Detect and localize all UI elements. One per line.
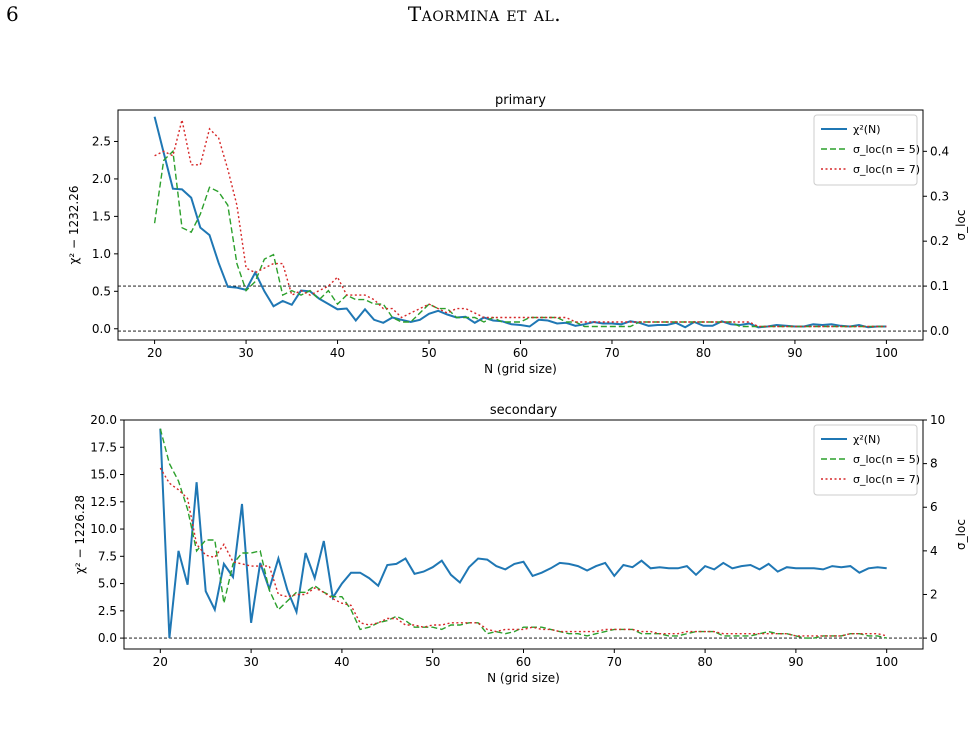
series-line-2 xyxy=(159,467,887,637)
x-tick-label: 20 xyxy=(153,655,168,669)
x-tick-label: 30 xyxy=(243,655,258,669)
y-tick-label: 17.5 xyxy=(90,440,117,454)
y2-tick-label: 0.2 xyxy=(930,234,949,248)
legend-label: σ_loc(n = 7) xyxy=(853,163,920,176)
y-tick-label: 1.0 xyxy=(92,247,111,261)
caption-stub xyxy=(0,724,969,735)
legend-label: σ_loc(n = 7) xyxy=(853,473,920,486)
primary-chart: 20 30 40 50 60 70 80 90 100 0.0 0.5 1.0 1.5 2.0 2.5 0.0… xyxy=(67,93,968,376)
x-tick-label: 90 xyxy=(787,346,802,360)
series-line-2 xyxy=(154,119,887,328)
series-line-0 xyxy=(159,428,887,639)
x-tick-label: 100 xyxy=(875,346,898,360)
plot-frame xyxy=(117,109,924,341)
y2-tick-label: 0.3 xyxy=(930,189,949,203)
legend-label: σ_loc(n = 5) xyxy=(853,453,920,466)
x-tick-label: 70 xyxy=(604,346,619,360)
legend-label: σ_loc(n = 5) xyxy=(853,143,920,156)
x-tick-label: 60 xyxy=(513,346,528,360)
y2-tick-label: 0.4 xyxy=(930,144,949,158)
y-tick-label: 2.5 xyxy=(98,604,117,618)
series-line-0 xyxy=(153,116,887,329)
y-tick-label: 2.0 xyxy=(92,172,111,186)
page-header: 6 Taormina et al. xyxy=(0,0,969,40)
y2-tick-label: 0 xyxy=(930,631,938,645)
legend-box xyxy=(813,424,918,496)
legend-box xyxy=(813,114,918,186)
x-tick-label: 50 xyxy=(421,346,436,360)
x-tick-label: 40 xyxy=(330,346,345,360)
series-line-1 xyxy=(153,149,887,328)
y2-tick-label: 0.0 xyxy=(930,324,949,338)
y-tick-label: 12.5 xyxy=(90,495,117,509)
x-tick-label: 20 xyxy=(147,346,162,360)
y-tick-label: 5.0 xyxy=(98,577,117,591)
x-tick-label: 100 xyxy=(875,655,898,669)
x-tick-label: 90 xyxy=(788,655,803,669)
legend-label: χ²(N) xyxy=(853,123,881,136)
legend: χ²(N) σ_loc(n = 5) σ_loc(n = 7) xyxy=(813,424,920,496)
y-tick-label: 2.5 xyxy=(92,134,111,148)
y2-tick-label: 6 xyxy=(930,500,938,514)
y-tick-label: 1.5 xyxy=(92,209,111,223)
chart-title: secondary xyxy=(490,403,558,418)
x-tick-label: 60 xyxy=(516,655,531,669)
y-tick-label: 7.5 xyxy=(98,549,117,563)
page-number: 6 xyxy=(6,2,19,26)
y2-tick-label: 4 xyxy=(930,544,938,558)
legend-label: χ²(N) xyxy=(853,433,881,446)
y-axis-label: χ² − 1226.28 xyxy=(73,495,87,574)
y-tick-label: 0.0 xyxy=(98,631,117,645)
y-tick-label: 0.5 xyxy=(92,284,111,298)
y2-tick-label: 0.1 xyxy=(930,279,949,293)
legend: χ²(N) σ_loc(n = 5) σ_loc(n = 7) xyxy=(813,114,920,186)
y-tick-label: 15.0 xyxy=(90,468,117,482)
y2-tick-label: 2 xyxy=(930,587,938,601)
x-tick-label: 30 xyxy=(238,346,253,360)
y2-tick-label: 8 xyxy=(930,457,938,471)
chart-title: primary xyxy=(495,93,546,108)
y2-axis-label: σ_loc xyxy=(954,519,968,550)
y2-axis-label: σ_loc xyxy=(954,210,968,241)
running-head: Taormina et al. xyxy=(0,2,969,26)
y-tick-label: 0.0 xyxy=(92,322,111,336)
y-axis-label: χ² − 1232.26 xyxy=(67,185,81,264)
x-tick-label: 40 xyxy=(334,655,349,669)
y-tick-label: 10.0 xyxy=(90,522,117,536)
x-tick-label: 50 xyxy=(425,655,440,669)
y-tick-label: 20.0 xyxy=(90,413,117,427)
x-axis-label: N (grid size) xyxy=(484,362,557,376)
x-tick-label: 80 xyxy=(697,655,712,669)
x-tick-label: 70 xyxy=(607,655,622,669)
secondary-chart: 20 30 40 50 60 70 80 90 1000.02.55.07.510.012.51… xyxy=(73,403,968,685)
y2-tick-label: 10 xyxy=(930,413,945,427)
running-head-text: Taormina et al. xyxy=(407,2,562,26)
x-tick-label: 80 xyxy=(696,346,711,360)
series-line-1 xyxy=(159,428,887,639)
x-axis-label: N (grid size) xyxy=(487,671,560,685)
